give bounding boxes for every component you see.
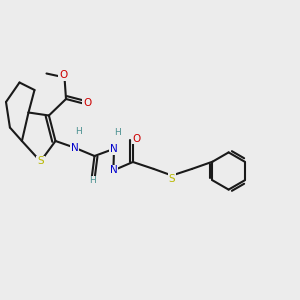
Text: O: O	[59, 70, 67, 80]
Text: O: O	[83, 98, 91, 108]
Text: S: S	[37, 156, 44, 167]
Text: O: O	[132, 134, 141, 144]
Text: S: S	[169, 174, 175, 184]
Text: N: N	[110, 165, 117, 176]
Text: N: N	[110, 144, 118, 154]
Text: H: H	[90, 176, 96, 185]
Text: N: N	[70, 142, 78, 153]
Text: H: H	[75, 127, 81, 136]
Text: S: S	[88, 178, 95, 188]
Text: H: H	[114, 128, 121, 137]
